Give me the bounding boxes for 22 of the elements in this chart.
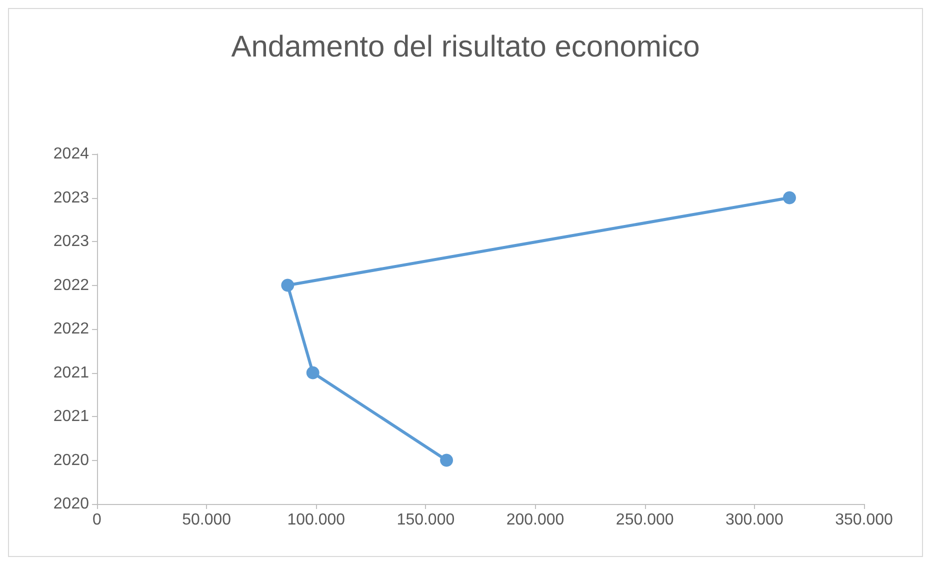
point <box>783 191 796 204</box>
x-tick-label: 50.000 <box>182 512 232 528</box>
y-tick-label: 2020 <box>53 452 90 469</box>
y-tick-label: 2021 <box>53 364 90 382</box>
y-tick-label: 2023 <box>53 189 90 206</box>
y-tick-label: 2022 <box>53 276 90 294</box>
x-tick-label: 350.000 <box>835 512 894 528</box>
x-tick-label: 150.000 <box>396 512 455 528</box>
x-tick-label: 250.000 <box>616 512 674 528</box>
point <box>306 366 320 380</box>
point <box>440 454 454 467</box>
x-tick-label: 300.000 <box>726 512 784 528</box>
y-tick-label: 2020 <box>53 496 90 512</box>
y-tick-label: 2022 <box>53 320 90 338</box>
y-tick-label: 2021 <box>53 408 90 425</box>
chart-title: Andamento del risultato economico <box>231 30 700 64</box>
point <box>281 278 294 292</box>
y-tick-label: 2024 <box>53 146 90 162</box>
x-tick-label: 200.000 <box>506 512 564 528</box>
y-tick-label: 2023 <box>53 233 90 250</box>
x-tick-label: 100.000 <box>287 512 346 528</box>
x-tick-label: 0 <box>92 512 102 528</box>
